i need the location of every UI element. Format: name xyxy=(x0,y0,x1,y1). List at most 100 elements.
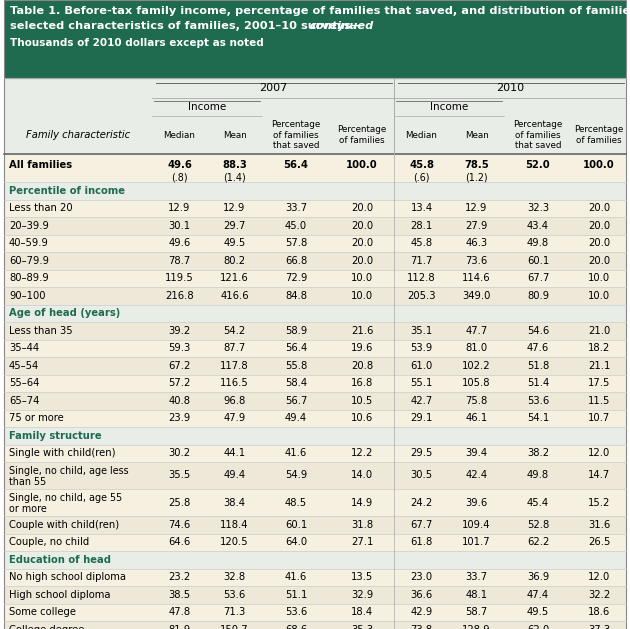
Text: 10.6: 10.6 xyxy=(351,413,373,423)
Bar xyxy=(4,462,626,489)
Text: 41.6: 41.6 xyxy=(285,448,307,459)
Text: 54.9: 54.9 xyxy=(285,470,307,481)
Text: 10.7: 10.7 xyxy=(588,413,610,423)
Text: 416.6: 416.6 xyxy=(220,291,249,301)
Text: 102.2: 102.2 xyxy=(462,361,491,370)
Text: 23.2: 23.2 xyxy=(168,572,191,582)
Text: 20.0: 20.0 xyxy=(588,256,610,265)
Text: 21.1: 21.1 xyxy=(588,361,610,370)
Text: High school diploma: High school diploma xyxy=(9,590,110,599)
Text: 29.5: 29.5 xyxy=(410,448,433,459)
Text: 47.9: 47.9 xyxy=(224,413,246,423)
Text: Mean: Mean xyxy=(465,130,488,140)
Text: 56.4: 56.4 xyxy=(285,343,307,353)
Text: 60–79.9: 60–79.9 xyxy=(9,256,49,265)
Bar xyxy=(4,78,626,154)
Bar xyxy=(4,586,626,603)
Text: No high school diploma: No high school diploma xyxy=(9,572,126,582)
Text: 28.1: 28.1 xyxy=(410,221,433,231)
Text: 2007: 2007 xyxy=(259,83,287,93)
Text: 35.5: 35.5 xyxy=(168,470,191,481)
Text: College degree: College degree xyxy=(9,625,84,629)
Text: 32.8: 32.8 xyxy=(224,572,246,582)
Bar xyxy=(4,374,626,392)
Bar xyxy=(4,621,626,629)
Text: 73.8: 73.8 xyxy=(410,625,433,629)
Text: 49.8: 49.8 xyxy=(527,238,549,248)
Text: 29.1: 29.1 xyxy=(410,413,433,423)
Text: 12.9: 12.9 xyxy=(223,203,246,213)
Text: Single with child(ren): Single with child(ren) xyxy=(9,448,115,459)
Text: 40.8: 40.8 xyxy=(168,396,190,406)
Text: 21.0: 21.0 xyxy=(588,326,610,336)
Bar xyxy=(4,551,626,569)
Text: 33.7: 33.7 xyxy=(285,203,307,213)
Text: 128.9: 128.9 xyxy=(462,625,491,629)
Text: 80–89.9: 80–89.9 xyxy=(9,273,49,283)
Text: 35–44: 35–44 xyxy=(9,343,39,353)
Text: 349.0: 349.0 xyxy=(462,291,491,301)
Text: 14.0: 14.0 xyxy=(351,470,373,481)
Bar xyxy=(4,427,626,445)
Text: 150.7: 150.7 xyxy=(220,625,249,629)
Text: 49.6: 49.6 xyxy=(167,160,192,170)
Text: continued: continued xyxy=(310,21,374,31)
Text: 119.5: 119.5 xyxy=(165,273,194,283)
Text: All families: All families xyxy=(9,160,72,170)
Text: 88.3: 88.3 xyxy=(222,160,247,170)
Text: 18.6: 18.6 xyxy=(588,607,610,617)
Text: 20.8: 20.8 xyxy=(351,361,373,370)
Text: 35.1: 35.1 xyxy=(410,326,433,336)
Text: 57.8: 57.8 xyxy=(285,238,307,248)
Bar xyxy=(4,445,626,462)
Text: 35.3: 35.3 xyxy=(351,625,373,629)
Text: Family structure: Family structure xyxy=(9,431,101,441)
Text: 54.2: 54.2 xyxy=(224,326,246,336)
Text: 53.6: 53.6 xyxy=(285,607,307,617)
Text: 81.0: 81.0 xyxy=(466,343,488,353)
Text: 15.2: 15.2 xyxy=(588,498,610,508)
Bar xyxy=(4,533,626,551)
Text: 112.8: 112.8 xyxy=(407,273,436,283)
Text: 48.1: 48.1 xyxy=(466,590,488,599)
Text: 59.3: 59.3 xyxy=(168,343,191,353)
Text: Percentile of income: Percentile of income xyxy=(9,186,125,196)
Text: 10.0: 10.0 xyxy=(588,273,610,283)
Bar xyxy=(4,409,626,427)
Bar xyxy=(4,235,626,252)
Bar xyxy=(4,516,626,533)
Text: 49.4: 49.4 xyxy=(224,470,246,481)
Text: (.8): (.8) xyxy=(171,172,188,182)
Text: 44.1: 44.1 xyxy=(224,448,246,459)
Bar xyxy=(4,252,626,269)
Text: 12.0: 12.0 xyxy=(588,572,610,582)
Text: 36.6: 36.6 xyxy=(410,590,433,599)
Text: 78.7: 78.7 xyxy=(168,256,191,265)
Text: 60.1: 60.1 xyxy=(527,256,549,265)
Text: Single, no child, age less: Single, no child, age less xyxy=(9,466,129,476)
Text: 55.1: 55.1 xyxy=(410,378,433,388)
Text: Age of head (years): Age of head (years) xyxy=(9,308,120,318)
Text: 100.0: 100.0 xyxy=(583,160,615,170)
Text: 10.0: 10.0 xyxy=(351,291,373,301)
Text: 54.6: 54.6 xyxy=(527,326,549,336)
Text: 30.5: 30.5 xyxy=(410,470,433,481)
Text: 31.6: 31.6 xyxy=(588,520,610,530)
Text: (.6): (.6) xyxy=(413,172,430,182)
Text: 49.5: 49.5 xyxy=(224,238,246,248)
Text: 114.6: 114.6 xyxy=(462,273,491,283)
Text: Median: Median xyxy=(406,130,437,140)
Text: 11.5: 11.5 xyxy=(588,396,610,406)
Text: 66.8: 66.8 xyxy=(285,256,307,265)
Text: 45–54: 45–54 xyxy=(9,361,39,370)
Text: 26.5: 26.5 xyxy=(588,537,610,547)
Text: 74.6: 74.6 xyxy=(168,520,191,530)
Text: 55.8: 55.8 xyxy=(285,361,307,370)
Text: 21.6: 21.6 xyxy=(351,326,373,336)
Bar xyxy=(4,287,626,304)
Text: 14.9: 14.9 xyxy=(351,498,373,508)
Text: 51.8: 51.8 xyxy=(527,361,549,370)
Text: 60.1: 60.1 xyxy=(285,520,307,530)
Text: 20.0: 20.0 xyxy=(351,256,373,265)
Text: 53.9: 53.9 xyxy=(410,343,433,353)
